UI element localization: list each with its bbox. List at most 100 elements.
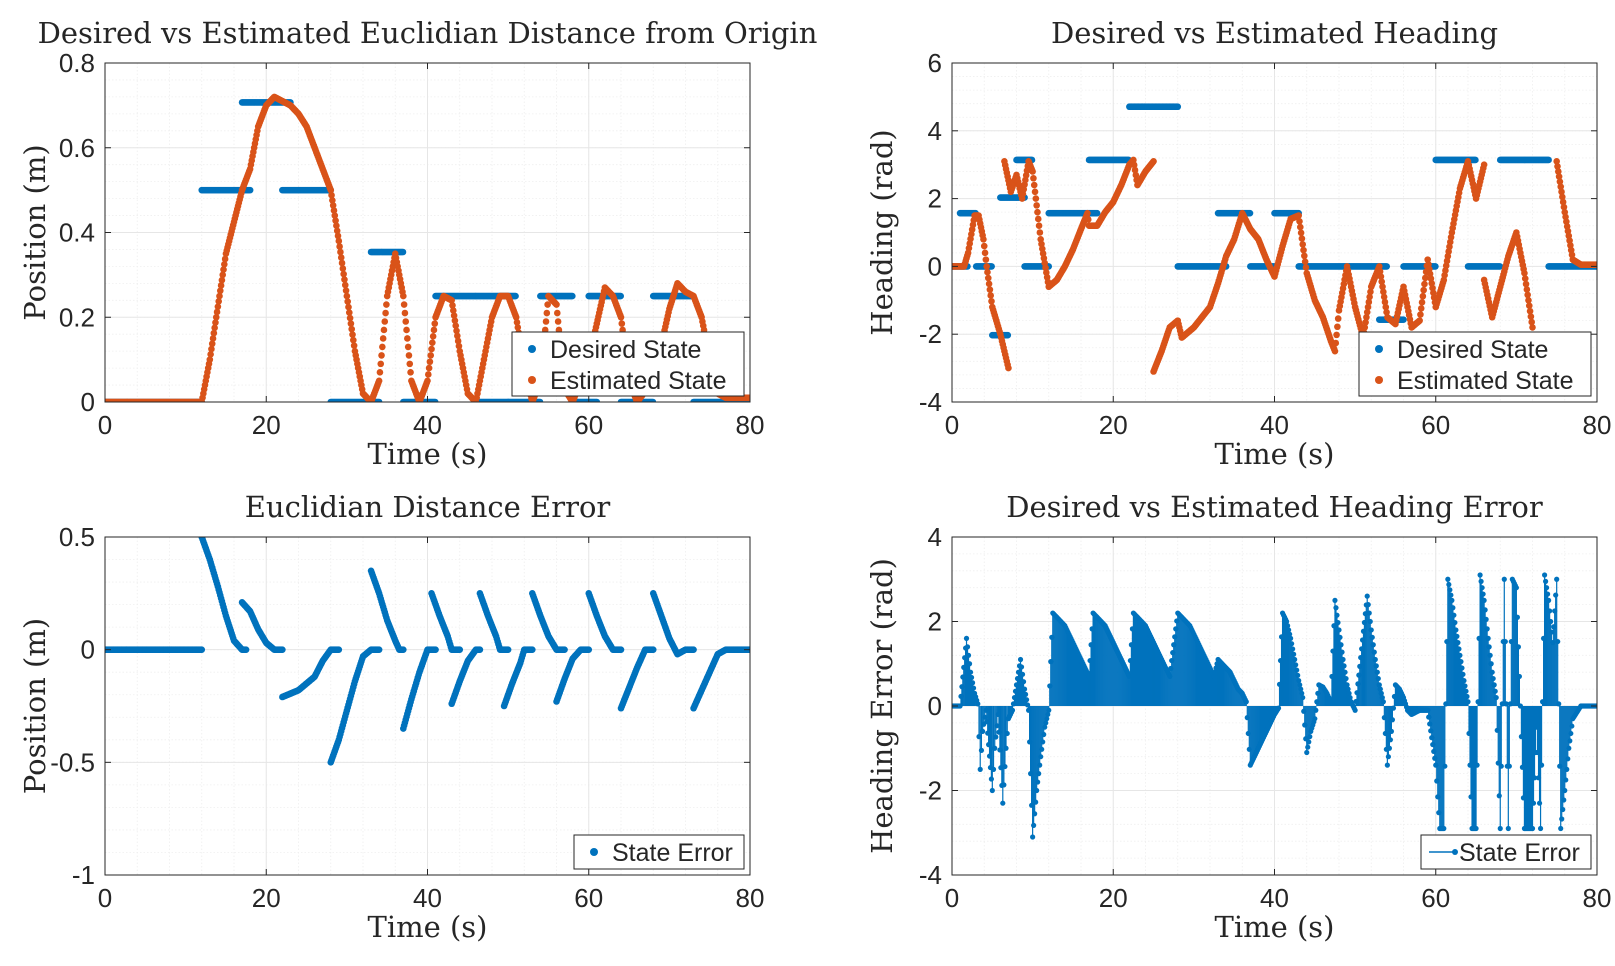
data-point (427, 358, 434, 365)
stem-marker (1289, 641, 1294, 646)
data-point (1037, 229, 1044, 236)
stem-marker (1035, 779, 1040, 784)
data-point (1333, 332, 1340, 339)
data-point (1332, 348, 1339, 355)
data-point (980, 236, 987, 243)
stem-marker (971, 685, 976, 690)
data-point (983, 256, 990, 263)
chart-title: Desired vs Estimated Euclidian Distance … (38, 16, 818, 50)
stem-marker (1290, 646, 1295, 651)
data-point (243, 646, 250, 653)
data-point (1383, 263, 1390, 270)
y-tick-label: 0 (81, 387, 95, 417)
data-point (981, 243, 988, 250)
data-point (1472, 157, 1479, 164)
data-point (431, 320, 438, 327)
stem-marker (991, 767, 996, 772)
data-point (1005, 365, 1012, 372)
data-point (401, 301, 408, 308)
stem-marker (1002, 764, 1007, 769)
y-tick-label: -1 (72, 860, 95, 890)
x-tick-label: 0 (945, 410, 959, 440)
x-tick-label: 80 (1583, 410, 1612, 440)
data-point (1296, 218, 1303, 225)
x-tick-label: 60 (1421, 410, 1450, 440)
data-point (1332, 340, 1339, 347)
legend-marker (528, 345, 536, 353)
data-point (690, 646, 697, 653)
data-point (425, 371, 432, 378)
data-point (1334, 323, 1341, 330)
data-point (555, 318, 562, 325)
legend-label: Desired State (1397, 336, 1548, 364)
data-point (505, 646, 512, 653)
data-point (544, 310, 551, 317)
data-point (382, 310, 389, 317)
stem-marker (1276, 706, 1281, 711)
data-point (1420, 293, 1427, 300)
stem-marker (1020, 672, 1025, 677)
data-point (432, 646, 439, 653)
legend-marker (1375, 376, 1383, 384)
stem-marker (1019, 664, 1024, 669)
data-point (982, 250, 989, 257)
stem-marker (1038, 754, 1043, 759)
data-point (1529, 324, 1536, 331)
data-point (1247, 210, 1254, 217)
data-point (543, 318, 550, 325)
data-point (381, 327, 388, 334)
x-tick-label: 0 (98, 410, 112, 440)
stem-marker (1030, 834, 1035, 839)
data-point (987, 292, 994, 299)
stem-marker (966, 653, 971, 658)
data-point (1481, 161, 1488, 168)
data-point (1299, 241, 1306, 248)
x-axis-label: Time (s) (1214, 437, 1334, 471)
legend-label: Desired State (550, 336, 701, 364)
data-point (983, 263, 990, 270)
data-point (402, 310, 409, 317)
data-point (585, 646, 592, 653)
y-tick-label: 6 (928, 48, 942, 78)
stem-marker (1033, 800, 1038, 805)
y-tick-label: -4 (919, 387, 942, 417)
data-point (403, 327, 410, 334)
stem-marker (1034, 788, 1039, 793)
data-point (1150, 158, 1157, 165)
data-point (402, 318, 409, 325)
data-point (1416, 317, 1423, 324)
data-point (986, 281, 993, 288)
stem-marker (1300, 695, 1305, 700)
data-point (336, 646, 343, 653)
data-point (380, 335, 387, 342)
data-point (426, 365, 433, 372)
x-tick-label: 40 (413, 883, 442, 913)
data-point (1545, 157, 1552, 164)
data-point (456, 646, 463, 653)
stem-marker (1037, 763, 1042, 768)
stem-marker (1023, 692, 1028, 697)
x-axis-label: Time (s) (367, 437, 487, 471)
data-point (431, 327, 438, 334)
stem-marker (1041, 732, 1046, 737)
data-point (1302, 258, 1309, 265)
data-point (1400, 316, 1407, 323)
legend-marker (1375, 345, 1383, 353)
y-axis-label: Heading (rad) (865, 129, 899, 335)
stem-marker (1005, 731, 1010, 736)
y-tick-label: 0.6 (59, 133, 95, 163)
data-point (477, 646, 484, 653)
data-point (1300, 247, 1307, 254)
data-point (429, 339, 436, 346)
data-point (378, 352, 385, 359)
stem-marker (979, 748, 984, 753)
stem-marker (1040, 739, 1045, 744)
data-point (1299, 235, 1306, 242)
y-tick-label: 0.4 (59, 218, 95, 248)
stem-marker (1288, 636, 1293, 641)
y-tick-label: 0 (928, 251, 942, 281)
stem-marker (975, 701, 980, 706)
data-point (1295, 212, 1302, 219)
